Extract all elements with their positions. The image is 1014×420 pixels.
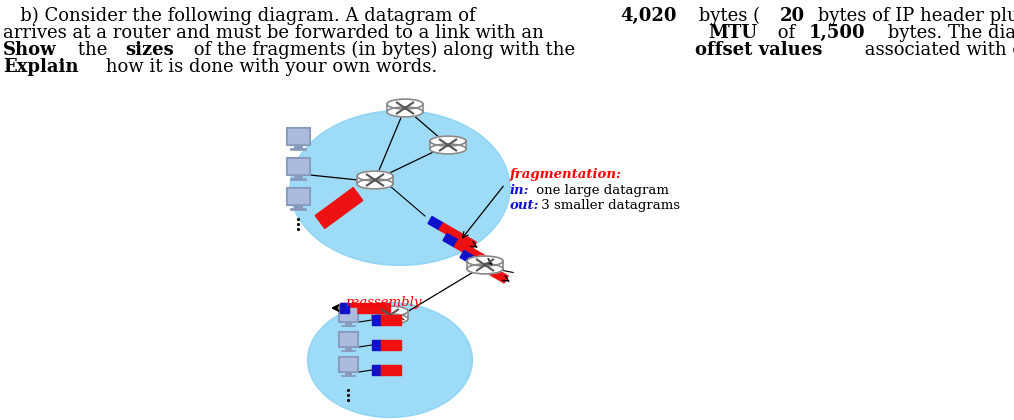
Bar	[372, 311, 408, 319]
Bar	[467, 261, 503, 269]
Bar	[288, 189, 307, 203]
Text: bytes (: bytes (	[694, 7, 760, 25]
Text: sizes: sizes	[126, 41, 174, 59]
Text: the: the	[72, 41, 114, 59]
Text: MTU: MTU	[709, 24, 757, 42]
Bar	[340, 358, 356, 370]
Bar	[338, 331, 358, 347]
Bar	[286, 127, 309, 145]
Text: fragmentation:: fragmentation:	[510, 168, 622, 181]
FancyArrow shape	[315, 188, 363, 228]
Text: how it is done with your own words.: how it is done with your own words.	[100, 58, 438, 76]
Text: of: of	[772, 24, 801, 42]
Bar	[290, 208, 306, 210]
Text: offset values: offset values	[695, 41, 822, 59]
Text: arrives at a router and must be forwarded to a link with an: arrives at a router and must be forwarde…	[3, 24, 550, 42]
Ellipse shape	[357, 171, 393, 181]
FancyArrow shape	[428, 217, 443, 230]
Text: bytes of IP header plus: bytes of IP header plus	[812, 7, 1014, 25]
Bar	[290, 178, 306, 180]
Bar	[372, 365, 381, 375]
Bar	[338, 356, 358, 372]
Bar	[345, 322, 351, 326]
Bar	[340, 303, 390, 313]
Text: one large datagram: one large datagram	[532, 184, 669, 197]
Bar	[338, 306, 358, 322]
Text: 4,020: 4,020	[621, 7, 676, 25]
Bar	[341, 350, 355, 351]
Text: Explain: Explain	[3, 58, 78, 76]
Text: associated with each fragment with a chart.: associated with each fragment with a cha…	[860, 41, 1014, 59]
Bar	[357, 176, 393, 184]
Bar	[340, 303, 349, 313]
Bar	[341, 325, 355, 326]
FancyArrow shape	[454, 240, 491, 266]
Ellipse shape	[387, 107, 423, 117]
Bar	[286, 187, 309, 205]
Text: of the fragments (in bytes) along with the: of the fragments (in bytes) along with t…	[189, 41, 581, 59]
Bar	[294, 175, 301, 179]
Ellipse shape	[467, 264, 503, 274]
Ellipse shape	[372, 314, 408, 324]
Ellipse shape	[430, 144, 466, 154]
Bar	[288, 159, 307, 173]
Bar	[345, 347, 351, 351]
Text: out:: out:	[510, 199, 539, 212]
Text: Show: Show	[3, 41, 57, 59]
Bar	[430, 141, 466, 149]
Ellipse shape	[387, 99, 423, 109]
Text: 3 smaller datagrams: 3 smaller datagrams	[537, 199, 680, 212]
Ellipse shape	[372, 306, 408, 316]
Bar	[286, 157, 309, 175]
FancyArrow shape	[443, 234, 458, 247]
Text: in:: in:	[510, 184, 529, 197]
Bar	[381, 340, 401, 350]
Ellipse shape	[430, 136, 466, 146]
FancyArrow shape	[439, 223, 477, 249]
Bar	[288, 129, 307, 143]
Bar	[290, 148, 306, 150]
Text: 20: 20	[780, 7, 805, 25]
FancyArrow shape	[472, 257, 508, 283]
Text: b) Consider the following diagram. A datagram of: b) Consider the following diagram. A dat…	[3, 7, 482, 25]
Ellipse shape	[357, 179, 393, 189]
Bar	[381, 315, 401, 325]
Text: bytes. The diagram shows: bytes. The diagram shows	[882, 24, 1014, 42]
FancyArrow shape	[460, 251, 476, 264]
Bar	[341, 375, 355, 376]
Bar	[387, 104, 423, 112]
Bar	[294, 145, 301, 149]
Text: reassembly: reassembly	[345, 296, 422, 309]
Ellipse shape	[307, 302, 473, 417]
Bar	[294, 205, 301, 209]
Bar	[372, 340, 381, 350]
Bar	[372, 315, 381, 325]
Bar	[381, 365, 401, 375]
Bar	[345, 372, 351, 375]
Ellipse shape	[467, 256, 503, 266]
Text: 1,500: 1,500	[809, 24, 866, 42]
Ellipse shape	[290, 110, 510, 265]
Bar	[340, 308, 356, 320]
Bar	[340, 333, 356, 345]
